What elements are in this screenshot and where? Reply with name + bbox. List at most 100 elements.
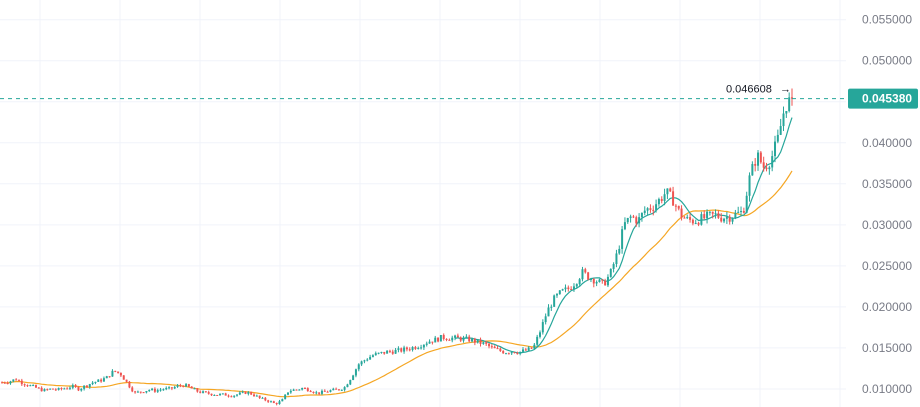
candle-body[interactable] [131, 387, 134, 392]
candle-body[interactable] [272, 401, 275, 404]
candle-body[interactable] [247, 392, 250, 394]
candle-body[interactable] [570, 289, 573, 291]
candle-body[interactable] [635, 217, 638, 224]
candle-body[interactable] [459, 337, 462, 341]
candle-body[interactable] [91, 382, 94, 385]
candle-body[interactable] [700, 214, 703, 225]
candle-body[interactable] [233, 395, 236, 397]
candle-body[interactable] [405, 347, 408, 350]
candle-body[interactable] [346, 384, 349, 388]
candle-body[interactable] [468, 336, 471, 342]
candle-body[interactable] [655, 204, 658, 211]
candle-body[interactable] [652, 209, 655, 211]
candle-body[interactable] [66, 388, 69, 390]
candle-body[interactable] [108, 376, 111, 378]
candle-body[interactable] [315, 392, 318, 394]
candle-body[interactable] [445, 338, 448, 340]
candle-body[interactable] [85, 385, 88, 387]
candle-body[interactable] [128, 381, 131, 388]
candle-body[interactable] [677, 206, 680, 209]
candle-body[interactable] [159, 389, 162, 391]
candle-body[interactable] [417, 347, 420, 349]
candle-body[interactable] [621, 229, 624, 249]
candle-body[interactable] [196, 388, 199, 392]
candle-body[interactable] [34, 385, 37, 388]
candle-body[interactable] [153, 388, 156, 392]
candle-body[interactable] [522, 349, 525, 352]
candle-body[interactable] [555, 294, 558, 296]
candle-body[interactable] [505, 353, 508, 355]
candle-body[interactable] [669, 188, 672, 192]
candle-body[interactable] [748, 175, 751, 196]
candle-body[interactable] [711, 211, 714, 214]
candle-body[interactable] [12, 379, 15, 382]
candle-body[interactable] [403, 347, 406, 352]
candle-body[interactable] [236, 394, 239, 396]
candle-body[interactable] [244, 391, 247, 394]
candle-body[interactable] [318, 392, 321, 394]
candle-body[interactable] [779, 126, 782, 135]
candle-body[interactable] [448, 339, 451, 341]
candle-body[interactable] [584, 269, 587, 273]
candle-body[interactable] [261, 397, 264, 399]
candle-body[interactable] [499, 348, 502, 352]
candle-body[interactable] [694, 222, 697, 224]
candle-body[interactable] [122, 375, 125, 380]
candle-body[interactable] [60, 388, 63, 390]
candle-body[interactable] [788, 97, 791, 112]
candle-body[interactable] [349, 379, 352, 385]
candle-body[interactable] [190, 386, 193, 389]
candle-body[interactable] [618, 248, 621, 254]
candle-body[interactable] [723, 218, 726, 222]
candle-body[interactable] [473, 338, 476, 343]
candle-body[interactable] [496, 348, 499, 350]
candle-body[interactable] [485, 342, 488, 344]
candle-body[interactable] [29, 385, 32, 387]
candle-body[interactable] [286, 392, 289, 395]
candle-body[interactable] [380, 351, 383, 353]
candle-body[interactable] [519, 351, 522, 354]
candle-body[interactable] [202, 391, 205, 393]
candle-body[interactable] [408, 349, 411, 351]
candle-body[interactable] [377, 352, 380, 354]
candle-body[interactable] [199, 391, 202, 393]
candle-body[interactable] [414, 347, 417, 349]
candle-body[interactable] [51, 388, 54, 390]
candle-body[interactable] [173, 387, 176, 389]
candle-body[interactable] [587, 272, 590, 280]
candle-body[interactable] [267, 400, 270, 402]
candle-body[interactable] [363, 360, 366, 362]
candle-body[interactable] [541, 322, 544, 333]
candle-body[interactable] [646, 208, 649, 211]
candle-body[interactable] [751, 164, 754, 176]
candle-body[interactable] [23, 384, 26, 386]
candle-body[interactable] [354, 369, 357, 376]
candle-body[interactable] [657, 199, 660, 205]
candle-body[interactable] [213, 394, 216, 396]
candle-body[interactable] [227, 395, 230, 397]
candle-body[interactable] [210, 393, 213, 396]
candle-body[interactable] [572, 286, 575, 290]
candle-body[interactable] [284, 394, 287, 400]
candle-body[interactable] [343, 387, 346, 390]
candle-body[interactable] [63, 388, 66, 390]
candle-body[interactable] [714, 213, 717, 215]
candle-body[interactable] [765, 167, 768, 170]
candle-body[interactable] [306, 388, 309, 392]
candle-body[interactable] [547, 307, 550, 317]
candle-body[interactable] [420, 347, 423, 349]
candle-body[interactable] [43, 389, 46, 392]
candle-body[interactable] [606, 276, 609, 286]
candle-body[interactable] [428, 341, 431, 344]
candle-body[interactable] [165, 387, 168, 390]
candle-body[interactable] [437, 337, 440, 342]
candle-body[interactable] [3, 382, 6, 384]
candle-body[interactable] [156, 390, 159, 392]
candle-body[interactable] [100, 379, 103, 382]
candle-body[interactable] [601, 279, 604, 281]
candle-body[interactable] [329, 390, 332, 392]
candle-body[interactable] [553, 295, 556, 307]
candle-body[interactable] [80, 388, 83, 391]
